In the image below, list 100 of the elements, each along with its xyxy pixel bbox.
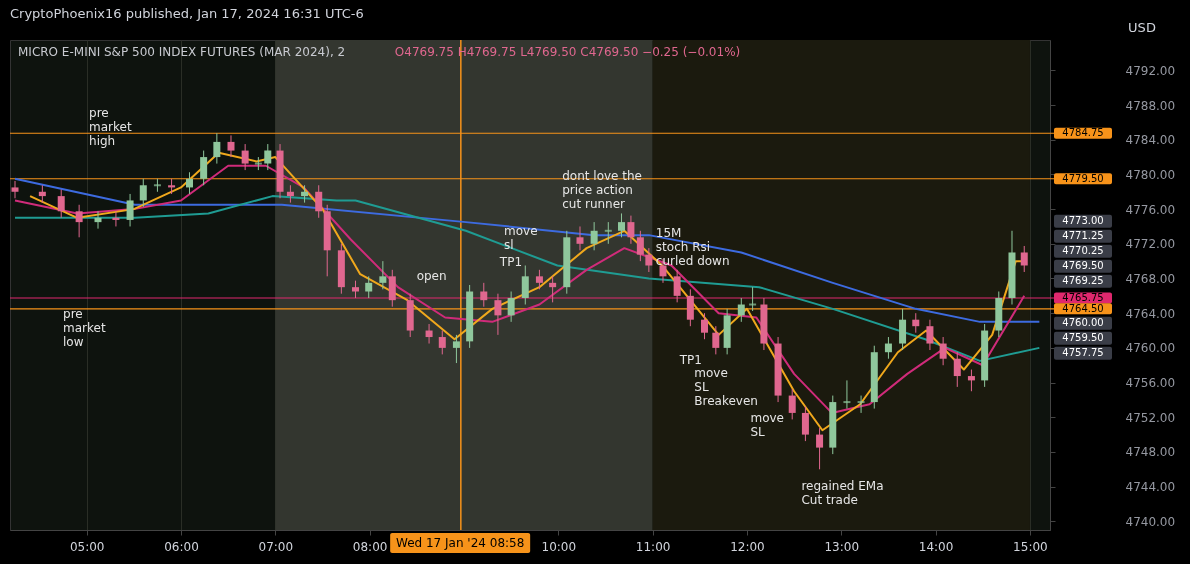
candlestick <box>857 395 865 414</box>
candlestick <box>264 143 272 171</box>
annotation: TP1 <box>498 254 523 269</box>
candlestick <box>365 275 373 299</box>
x-tick-label: 15:00 <box>1013 539 1048 554</box>
y-tick-label: 4744.00 <box>1125 480 1176 495</box>
candlestick <box>112 210 120 227</box>
x-tick-label: 07:00 <box>258 539 294 554</box>
text: 4757.75 <box>1062 347 1104 359</box>
candlestick <box>701 312 708 340</box>
text: 4769.25 <box>1062 275 1104 287</box>
x-tick-label: 05:00 <box>69 539 105 554</box>
candlestick <box>315 184 323 219</box>
candlestick <box>480 282 488 308</box>
text: Wed 17 Jan '24 08:58 <box>395 536 525 550</box>
y-tick-label: 4756.00 <box>1125 376 1176 391</box>
candlestick <box>535 269 543 290</box>
candlestick <box>57 189 65 219</box>
annotation: move sl <box>504 224 538 253</box>
y-tick-label: 4740.00 <box>1125 514 1176 529</box>
y-tick-label: 4788.00 <box>1125 98 1176 113</box>
y-tick-label: 4792.00 <box>1125 63 1176 78</box>
x-tick-label: 10:00 <box>541 539 577 554</box>
annotation: pre market high <box>89 105 132 148</box>
candlestick <box>686 288 694 327</box>
candlestick <box>712 325 720 355</box>
text: 4773.00 <box>1062 215 1104 227</box>
candlestick <box>926 319 934 351</box>
x-tick-label: 11:00 <box>635 539 671 554</box>
candlestick <box>967 369 975 392</box>
annotation: regained EMa Cut trade <box>801 478 884 507</box>
candlestick <box>1020 245 1028 273</box>
candlestick <box>953 351 961 388</box>
candlestick <box>200 150 208 186</box>
candlestick <box>749 286 757 312</box>
annotation: move SL <box>750 410 784 439</box>
candlestick <box>388 269 396 308</box>
candlestick <box>213 132 221 165</box>
chart-title: MICRO E-MINI S&P 500 INDEX FUTURES (MAR 2024), 2 <box>18 45 346 59</box>
candlestick <box>636 230 644 262</box>
candlestick <box>737 297 745 323</box>
line-series <box>14 195 1041 362</box>
text: 4769.50 <box>1062 260 1104 272</box>
annotation: pre market low <box>63 306 106 349</box>
text: 4760.00 <box>1062 317 1104 329</box>
candlestick <box>11 180 19 199</box>
ref-line-label: 4779.50 <box>1062 172 1104 184</box>
candlestick <box>899 308 907 351</box>
candlestick <box>939 336 947 366</box>
x-tick-label: 08:00 <box>352 539 388 554</box>
candlestick <box>186 171 193 195</box>
y-tick-label: 4752.00 <box>1125 410 1176 425</box>
ref-line-label: 4784.75 <box>1062 127 1104 139</box>
candlestick <box>590 221 598 251</box>
candlestick <box>576 225 584 251</box>
candlestick <box>884 336 892 360</box>
ref-line-label: 4765.75 <box>1062 292 1104 304</box>
candlestick <box>452 334 460 364</box>
annotation: open <box>416 268 447 283</box>
candlestick <box>438 330 446 355</box>
candlestick <box>617 212 625 238</box>
y-tick-label: 4772.00 <box>1125 237 1176 252</box>
y-tick-label: 4760.00 <box>1125 341 1176 356</box>
candlestick <box>94 210 102 230</box>
candlestick <box>75 204 83 238</box>
y-tick-label: 4780.00 <box>1125 167 1176 182</box>
candlestick <box>673 269 681 303</box>
text: 4770.25 <box>1062 245 1104 257</box>
candlestick <box>507 291 515 323</box>
candlestick <box>126 193 134 227</box>
y-tick-label: 4784.00 <box>1125 133 1176 148</box>
text: 4771.25 <box>1062 230 1104 242</box>
y-tick-label: 4748.00 <box>1125 445 1176 460</box>
candlestick <box>379 260 387 290</box>
candlestick <box>912 312 920 334</box>
x-tick-label: 06:00 <box>164 539 199 554</box>
ref-line-label: 4764.50 <box>1062 302 1104 314</box>
candlestick <box>549 275 557 303</box>
text: USD <box>1128 20 1156 35</box>
candlestick <box>645 247 653 273</box>
candlestick <box>494 293 502 336</box>
x-tick-label: 14:00 <box>918 539 954 554</box>
annotation: TP1 <box>678 352 702 367</box>
y-tick-label: 4776.00 <box>1125 202 1176 217</box>
candlestick <box>521 264 529 306</box>
y-tick-label: 4764.00 <box>1125 306 1176 321</box>
x-tick-label: 12:00 <box>730 539 765 554</box>
candlestick <box>801 405 809 442</box>
candlestick <box>604 221 612 245</box>
candlestick <box>425 323 433 345</box>
text: CryptoPhoenix16 published, Jan 17, 2024 16:31 UTC-6 <box>10 6 364 21</box>
candlestick <box>788 388 796 420</box>
candlestick <box>227 134 235 158</box>
y-tick-label: 4768.00 <box>1125 272 1176 286</box>
text: 4759.50 <box>1062 332 1104 344</box>
x-tick-label: 13:00 <box>824 539 860 554</box>
candlestick <box>241 143 249 171</box>
candlestick <box>816 427 824 470</box>
candlestick <box>139 178 147 208</box>
candlestick <box>843 379 851 410</box>
